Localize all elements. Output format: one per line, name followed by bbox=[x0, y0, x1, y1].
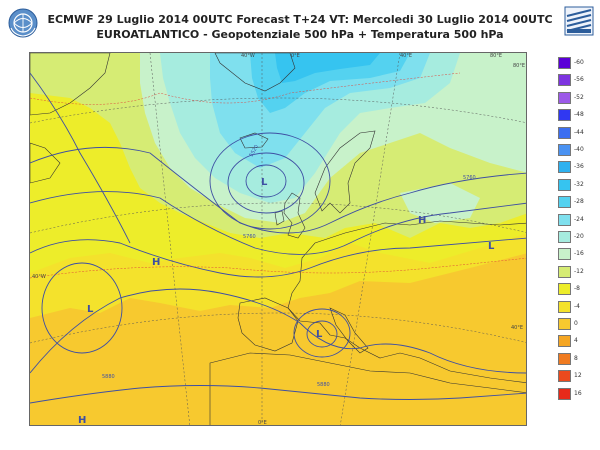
legend-swatch bbox=[558, 74, 571, 87]
weather-map: L L L L H H H 5520 5760 5760 5880 5880 4… bbox=[29, 52, 527, 426]
legend-label: -12 bbox=[574, 267, 584, 275]
legend-label: 12 bbox=[574, 372, 582, 380]
legend-swatch bbox=[558, 231, 571, 243]
legend-label: -40 bbox=[574, 146, 584, 153]
legend-swatch bbox=[558, 265, 571, 278]
grid-label-top-80e: 80°E bbox=[490, 53, 502, 59]
legend-swatch bbox=[558, 300, 571, 313]
legend-swatch bbox=[558, 109, 571, 122]
coastlines bbox=[30, 53, 526, 425]
legend-label: -8 bbox=[574, 285, 580, 293]
legend-swatch bbox=[558, 387, 571, 400]
legend-label: 16 bbox=[574, 389, 582, 397]
grid-label-right-80e: 80°E bbox=[513, 63, 525, 69]
temp-field-east-green bbox=[400, 183, 480, 223]
legend-label: -4 bbox=[574, 302, 580, 310]
map-title-line1: ECMWF 29 Luglio 2014 00UTC Forecast T+24… bbox=[47, 13, 553, 26]
legend-swatch bbox=[558, 57, 571, 69]
grid-label-left-40w: 40°W bbox=[32, 274, 46, 280]
legend-label: -56 bbox=[574, 76, 584, 84]
legend-swatch bbox=[558, 318, 571, 330]
low-atlantic-label: L bbox=[87, 304, 94, 315]
grid-label-top-40w: 40°W bbox=[241, 53, 255, 59]
map-title-line2: EUROATLANTICO - Geopotenziale 500 hPa + … bbox=[96, 28, 504, 41]
legend-label: 4 bbox=[574, 337, 578, 345]
legend-swatch bbox=[558, 161, 571, 174]
high-atlantic-label: H bbox=[152, 257, 160, 268]
legend-label: -48 bbox=[574, 111, 584, 119]
weather-service-logo-icon bbox=[564, 6, 594, 36]
contour-label-5760a: 5760 bbox=[243, 234, 256, 240]
low-north-label: L bbox=[261, 177, 268, 188]
grid-label-bottom-0e: 0°E bbox=[258, 420, 267, 426]
legend-label: -44 bbox=[574, 128, 584, 136]
legend-swatch bbox=[558, 196, 571, 209]
graticule bbox=[30, 53, 526, 425]
legend-label: -16 bbox=[574, 250, 584, 258]
legend-label: -20 bbox=[574, 233, 584, 240]
high-europe-label: H bbox=[418, 215, 426, 226]
legend-swatch bbox=[558, 335, 571, 348]
legend-swatch bbox=[558, 352, 571, 365]
legend-swatch bbox=[558, 248, 571, 261]
legend-swatch bbox=[558, 126, 571, 139]
legend-swatch bbox=[558, 370, 571, 383]
geopotential-contours bbox=[30, 72, 526, 404]
legend-swatch bbox=[558, 144, 571, 156]
legend-label: -24 bbox=[574, 215, 584, 223]
legend-label: -52 bbox=[574, 93, 584, 101]
contour-label-5880b: 5880 bbox=[317, 382, 330, 388]
legend-label: -28 bbox=[574, 198, 584, 206]
legend-label: -60 bbox=[574, 59, 584, 66]
contour-label-5520: 5520 bbox=[249, 144, 261, 158]
legend-swatch bbox=[558, 213, 571, 226]
isotherms bbox=[30, 72, 526, 279]
grid-label-top-40e: 40°E bbox=[400, 53, 412, 59]
temp-field-blue-dark bbox=[275, 53, 380, 83]
un-wreath-logo-icon bbox=[8, 8, 38, 38]
grid-label-top-0e: 0°E bbox=[291, 53, 300, 59]
legend-swatch bbox=[558, 178, 571, 191]
grid-label-right-40e: 40°E bbox=[511, 325, 523, 331]
legend-swatch bbox=[558, 283, 571, 296]
legend-label: 0 bbox=[574, 320, 578, 327]
contour-label-5760b: 5760 bbox=[463, 175, 476, 181]
high-south-label: H bbox=[78, 415, 86, 426]
contour-label-5880a: 5880 bbox=[102, 374, 115, 380]
legend-label: -32 bbox=[574, 180, 584, 188]
legend-label: -36 bbox=[574, 163, 584, 171]
low-east-label: L bbox=[488, 241, 495, 252]
legend-swatch bbox=[558, 91, 571, 104]
legend-label: 8 bbox=[574, 354, 578, 362]
low-central-label: L bbox=[316, 329, 323, 340]
